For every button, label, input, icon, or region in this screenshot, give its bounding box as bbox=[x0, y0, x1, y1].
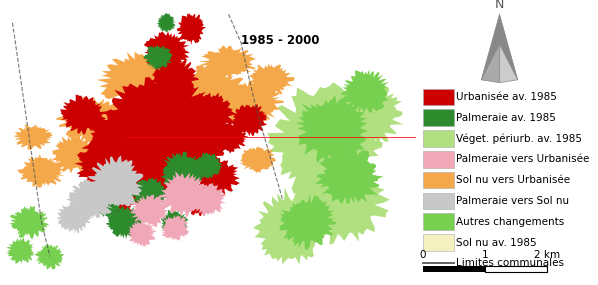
Polygon shape bbox=[193, 157, 240, 197]
Polygon shape bbox=[499, 14, 518, 80]
Bar bbox=[423, 172, 454, 188]
Polygon shape bbox=[295, 93, 368, 166]
Text: Palmeraie vers Urbanisée: Palmeraie vers Urbanisée bbox=[456, 154, 589, 164]
Polygon shape bbox=[253, 188, 329, 265]
Polygon shape bbox=[160, 152, 207, 191]
Polygon shape bbox=[178, 92, 235, 136]
Polygon shape bbox=[106, 206, 144, 239]
Text: 0: 0 bbox=[420, 251, 426, 260]
Text: N: N bbox=[495, 0, 504, 11]
Polygon shape bbox=[87, 155, 144, 207]
Polygon shape bbox=[159, 171, 208, 218]
Polygon shape bbox=[9, 205, 49, 239]
Polygon shape bbox=[267, 82, 383, 202]
Polygon shape bbox=[279, 195, 337, 250]
Polygon shape bbox=[94, 193, 122, 219]
Bar bbox=[423, 109, 454, 126]
Polygon shape bbox=[341, 69, 389, 114]
Polygon shape bbox=[51, 135, 98, 174]
Polygon shape bbox=[6, 238, 34, 264]
Polygon shape bbox=[98, 183, 136, 216]
Text: Limites communales: Limites communales bbox=[456, 258, 564, 268]
Text: Sol nu av. 1985: Sol nu av. 1985 bbox=[456, 237, 536, 248]
Polygon shape bbox=[75, 139, 133, 191]
Polygon shape bbox=[60, 95, 106, 134]
Text: 1: 1 bbox=[481, 251, 488, 260]
Polygon shape bbox=[292, 154, 390, 245]
Polygon shape bbox=[160, 215, 190, 241]
Text: Palmeraie vers Sol nu: Palmeraie vers Sol nu bbox=[456, 196, 569, 206]
Text: Palmeraie av. 1985: Palmeraie av. 1985 bbox=[456, 113, 556, 123]
Polygon shape bbox=[181, 183, 218, 216]
Bar bbox=[423, 266, 485, 272]
Polygon shape bbox=[199, 46, 257, 79]
Text: Urbanisée av. 1985: Urbanisée av. 1985 bbox=[456, 92, 557, 102]
Polygon shape bbox=[499, 44, 518, 83]
Polygon shape bbox=[481, 14, 499, 80]
Polygon shape bbox=[240, 147, 276, 173]
Polygon shape bbox=[66, 180, 115, 219]
Polygon shape bbox=[130, 195, 169, 227]
Polygon shape bbox=[177, 13, 206, 45]
Polygon shape bbox=[14, 124, 53, 150]
Polygon shape bbox=[99, 77, 211, 166]
Polygon shape bbox=[161, 209, 188, 236]
Polygon shape bbox=[315, 147, 383, 204]
Polygon shape bbox=[127, 221, 156, 247]
Polygon shape bbox=[328, 82, 404, 146]
Bar bbox=[423, 193, 454, 209]
Polygon shape bbox=[17, 154, 66, 188]
Polygon shape bbox=[249, 64, 295, 96]
Text: Autres changements: Autres changements bbox=[456, 217, 564, 227]
Polygon shape bbox=[130, 177, 169, 209]
Bar bbox=[423, 234, 454, 251]
Polygon shape bbox=[189, 183, 226, 217]
Polygon shape bbox=[144, 31, 190, 72]
Polygon shape bbox=[57, 200, 94, 234]
Polygon shape bbox=[209, 120, 248, 154]
Polygon shape bbox=[151, 58, 199, 103]
Polygon shape bbox=[215, 80, 284, 126]
Polygon shape bbox=[194, 152, 222, 179]
Text: Sol nu vers Urbanisée: Sol nu vers Urbanisée bbox=[456, 175, 570, 185]
Text: 1985 - 2000: 1985 - 2000 bbox=[241, 34, 319, 47]
Bar bbox=[423, 151, 454, 168]
Bar bbox=[423, 213, 454, 230]
Polygon shape bbox=[35, 243, 64, 270]
Text: Véget. périurb. av. 1985: Véget. périurb. av. 1985 bbox=[456, 133, 582, 144]
Polygon shape bbox=[111, 146, 179, 205]
Polygon shape bbox=[143, 44, 172, 70]
Polygon shape bbox=[157, 13, 176, 32]
Text: 2 km: 2 km bbox=[534, 251, 560, 260]
Polygon shape bbox=[149, 115, 224, 181]
Bar bbox=[423, 89, 454, 105]
Polygon shape bbox=[81, 107, 168, 180]
Polygon shape bbox=[97, 50, 191, 111]
Polygon shape bbox=[56, 96, 124, 144]
Polygon shape bbox=[233, 104, 267, 136]
Bar bbox=[485, 266, 547, 272]
Bar bbox=[423, 130, 454, 147]
Polygon shape bbox=[481, 44, 499, 83]
Polygon shape bbox=[169, 65, 246, 118]
